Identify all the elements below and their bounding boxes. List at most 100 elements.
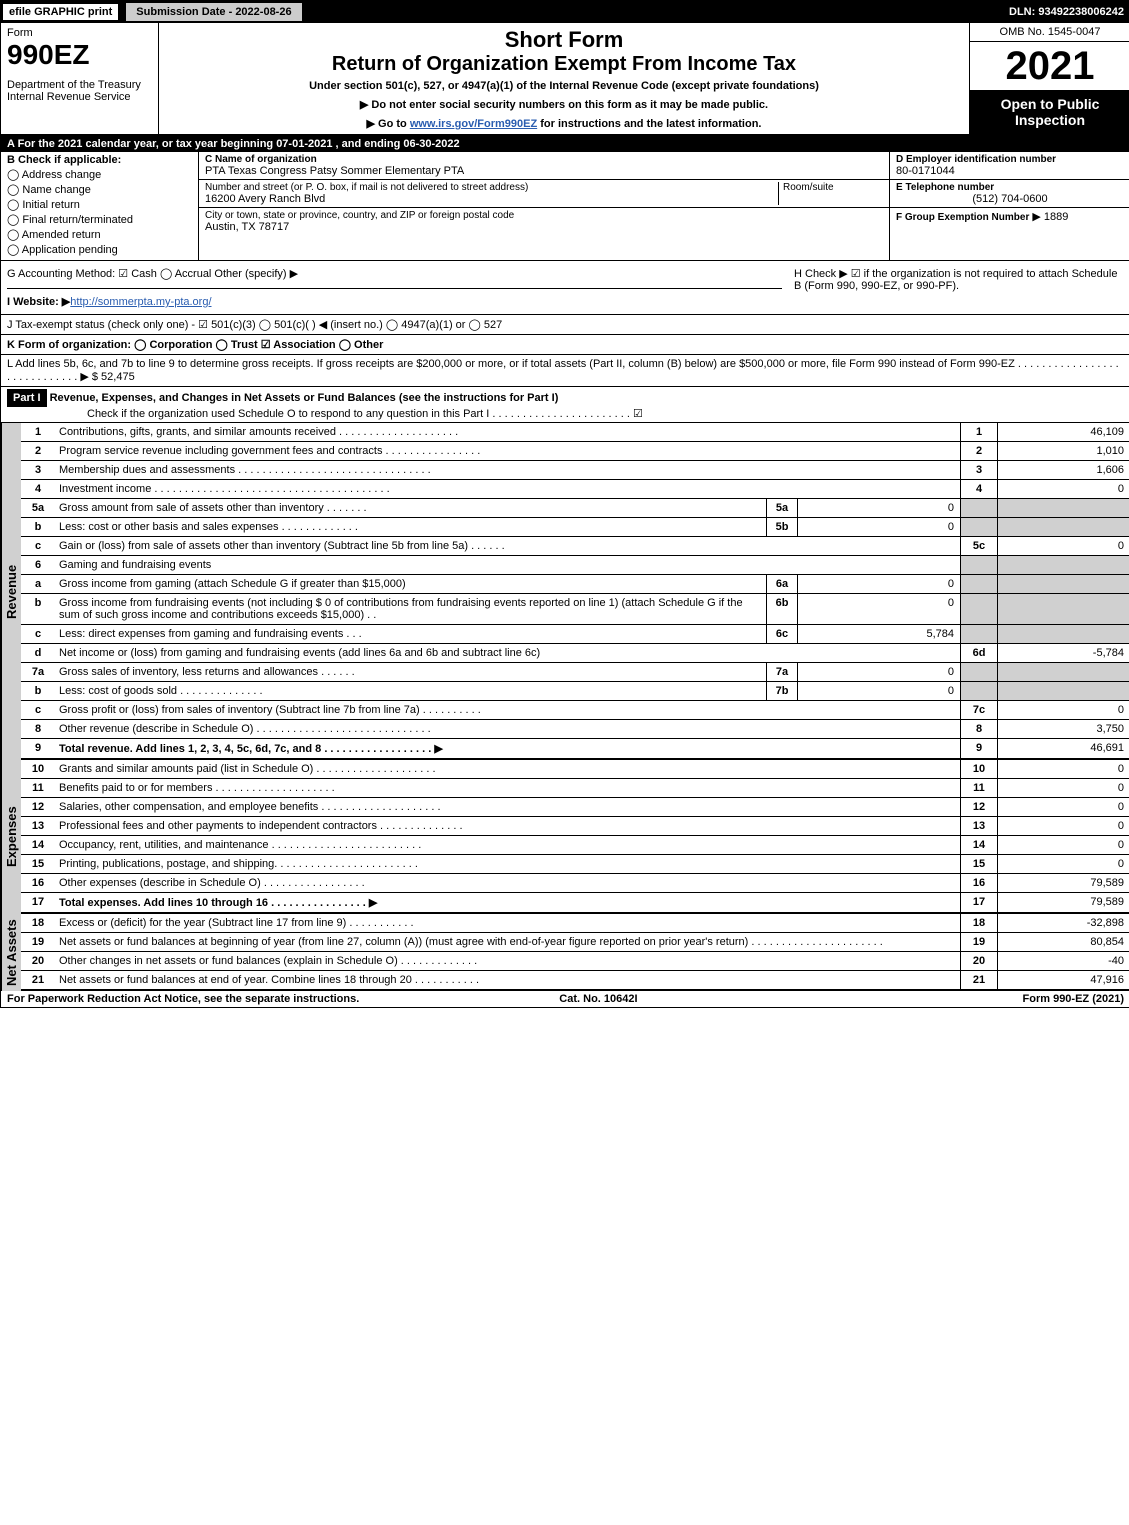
cb-name[interactable]: ◯ Name change — [7, 183, 192, 196]
i-website: I Website: ▶http://sommerpta.my-pta.org/ — [7, 295, 782, 308]
irs-link[interactable]: www.irs.gov/Form990EZ — [410, 118, 537, 130]
ein-cell: D Employer identification number 80-0171… — [890, 152, 1129, 180]
short-form-title: Short Form — [165, 27, 963, 53]
omb-number: OMB No. 1545-0047 — [970, 23, 1129, 42]
form-number: 990EZ — [7, 39, 152, 71]
instruction-2: ▶ Go to www.irs.gov/Form990EZ for instru… — [165, 117, 963, 130]
net-assets-section: Net Assets 18Excess or (deficit) for the… — [1, 914, 1129, 991]
f-label: F Group Exemption Number — [896, 212, 1029, 223]
info-grid: B Check if applicable: ◯ Address change … — [1, 152, 1129, 261]
phone-cell: E Telephone number (512) 704-0600 — [890, 180, 1129, 208]
header-right: OMB No. 1545-0047 2021 Open to Public In… — [969, 23, 1129, 134]
footer-left: For Paperwork Reduction Act Notice, see … — [7, 993, 359, 1005]
j-section: J Tax-exempt status (check only one) - ☑… — [1, 315, 1129, 335]
tax-year: 2021 — [970, 42, 1129, 90]
g-section: G Accounting Method: ☑ Cash ◯ Accrual Ot… — [1, 261, 788, 314]
ein: 80-0171044 — [896, 165, 1124, 177]
h-section: H Check ▶ ☑ if the organization is not r… — [788, 261, 1129, 314]
line-6: 6Gaming and fundraising events — [21, 556, 1129, 575]
line-6d: dNet income or (loss) from gaming and fu… — [21, 644, 1129, 663]
group-num: ▶ 1889 — [1032, 211, 1068, 223]
l-section: L Add lines 5b, 6c, and 7b to line 9 to … — [1, 355, 1129, 387]
subtitle: Under section 501(c), 527, or 4947(a)(1)… — [165, 80, 963, 92]
line-1: 1Contributions, gifts, grants, and simil… — [21, 423, 1129, 442]
dln: DLN: 93492238006242 — [1009, 6, 1129, 18]
section-cde: C Name of organization PTA Texas Congres… — [199, 152, 1129, 260]
city-label: City or town, state or province, country… — [205, 210, 883, 221]
cb-address[interactable]: ◯ Address change — [7, 168, 192, 181]
street: 16200 Avery Ranch Blvd — [205, 193, 778, 205]
instruction-1: ▶ Do not enter social security numbers o… — [165, 98, 963, 111]
revenue-section: Revenue 1Contributions, gifts, grants, a… — [1, 423, 1129, 760]
line-14: 14Occupancy, rent, utilities, and mainte… — [21, 836, 1129, 855]
header-left: Form 990EZ Department of the Treasury In… — [1, 23, 159, 134]
part1-header-row: Part I Revenue, Expenses, and Changes in… — [1, 387, 1129, 423]
line-4: 4Investment income . . . . . . . . . . .… — [21, 480, 1129, 499]
line-6a: aGross income from gaming (attach Schedu… — [21, 575, 1129, 594]
department: Department of the Treasury Internal Reve… — [7, 79, 152, 103]
line-11: 11Benefits paid to or for members . . . … — [21, 779, 1129, 798]
part1-title: Revenue, Expenses, and Changes in Net As… — [50, 392, 559, 404]
city: Austin, TX 78717 — [205, 221, 883, 233]
line-9: 9Total revenue. Add lines 1, 2, 3, 4, 5c… — [21, 739, 1129, 760]
cb-final[interactable]: ◯ Final return/terminated — [7, 213, 192, 226]
footer-mid: Cat. No. 10642I — [559, 993, 637, 1005]
line-5a: 5aGross amount from sale of assets other… — [21, 499, 1129, 518]
city-cell: City or town, state or province, country… — [199, 208, 889, 235]
d-label: D Employer identification number — [896, 154, 1124, 165]
line-13: 13Professional fees and other payments t… — [21, 817, 1129, 836]
footer-right: Form 990-EZ (2021) — [1023, 993, 1124, 1005]
line-8: 8Other revenue (describe in Schedule O) … — [21, 720, 1129, 739]
top-bar: efile GRAPHIC print Submission Date - 20… — [1, 1, 1129, 23]
room-label: Room/suite — [778, 182, 883, 205]
section-b: B Check if applicable: ◯ Address change … — [1, 152, 199, 260]
cb-initial[interactable]: ◯ Initial return — [7, 198, 192, 211]
efile-label: efile GRAPHIC print — [1, 2, 120, 22]
form-container: efile GRAPHIC print Submission Date - 20… — [0, 0, 1129, 1008]
line-10: 10Grants and similar amounts paid (list … — [21, 760, 1129, 779]
line-20: 20Other changes in net assets or fund ba… — [21, 952, 1129, 971]
c-name-label: C Name of organization — [205, 154, 883, 165]
k-section: K Form of organization: ◯ Corporation ◯ … — [1, 335, 1129, 355]
line-16: 16Other expenses (describe in Schedule O… — [21, 874, 1129, 893]
line-18: 18Excess or (deficit) for the year (Subt… — [21, 914, 1129, 933]
line-12: 12Salaries, other compensation, and empl… — [21, 798, 1129, 817]
line-7c: cGross profit or (loss) from sales of in… — [21, 701, 1129, 720]
street-label: Number and street (or P. O. box, if mail… — [205, 182, 778, 193]
cb-pending[interactable]: ◯ Application pending — [7, 243, 192, 256]
line-21: 21Net assets or fund balances at end of … — [21, 971, 1129, 991]
line-7b: bLess: cost of goods sold . . . . . . . … — [21, 682, 1129, 701]
e-label: E Telephone number — [896, 182, 1124, 193]
org-name-cell: C Name of organization PTA Texas Congres… — [199, 152, 889, 180]
b-label: B Check if applicable: — [7, 154, 192, 166]
header-center: Short Form Return of Organization Exempt… — [159, 23, 969, 134]
submission-date: Submission Date - 2022-08-26 — [124, 1, 303, 23]
line-6c: cLess: direct expenses from gaming and f… — [21, 625, 1129, 644]
section-c: C Name of organization PTA Texas Congres… — [199, 152, 889, 260]
group-cell: F Group Exemption Number ▶ 1889 — [890, 208, 1129, 225]
gh-row: G Accounting Method: ☑ Cash ◯ Accrual Ot… — [1, 261, 1129, 315]
website-link[interactable]: http://sommerpta.my-pta.org/ — [70, 296, 211, 308]
open-inspection: Open to Public Inspection — [970, 90, 1129, 134]
line-6b: bGross income from fundraising events (n… — [21, 594, 1129, 625]
line-5b: bLess: cost or other basis and sales exp… — [21, 518, 1129, 537]
revenue-sidelabel: Revenue — [1, 423, 21, 760]
line-19: 19Net assets or fund balances at beginni… — [21, 933, 1129, 952]
cb-amended[interactable]: ◯ Amended return — [7, 228, 192, 241]
page-footer: For Paperwork Reduction Act Notice, see … — [1, 991, 1129, 1007]
part1-label: Part I — [7, 389, 47, 407]
line-5c: cGain or (loss) from sale of assets othe… — [21, 537, 1129, 556]
g-accounting: G Accounting Method: ☑ Cash ◯ Accrual Ot… — [7, 267, 782, 289]
line-3: 3Membership dues and assessments . . . .… — [21, 461, 1129, 480]
section-de: D Employer identification number 80-0171… — [889, 152, 1129, 260]
form-label: Form — [7, 27, 152, 39]
row-a: A For the 2021 calendar year, or tax yea… — [1, 136, 1129, 152]
line-2: 2Program service revenue including gover… — [21, 442, 1129, 461]
expenses-sidelabel: Expenses — [1, 760, 21, 914]
org-name: PTA Texas Congress Patsy Sommer Elementa… — [205, 165, 883, 177]
street-cell: Number and street (or P. O. box, if mail… — [199, 180, 889, 208]
net-sidelabel: Net Assets — [1, 914, 21, 991]
line-7a: 7aGross sales of inventory, less returns… — [21, 663, 1129, 682]
part1-check: Check if the organization used Schedule … — [87, 408, 643, 420]
line-17: 17Total expenses. Add lines 10 through 1… — [21, 893, 1129, 914]
